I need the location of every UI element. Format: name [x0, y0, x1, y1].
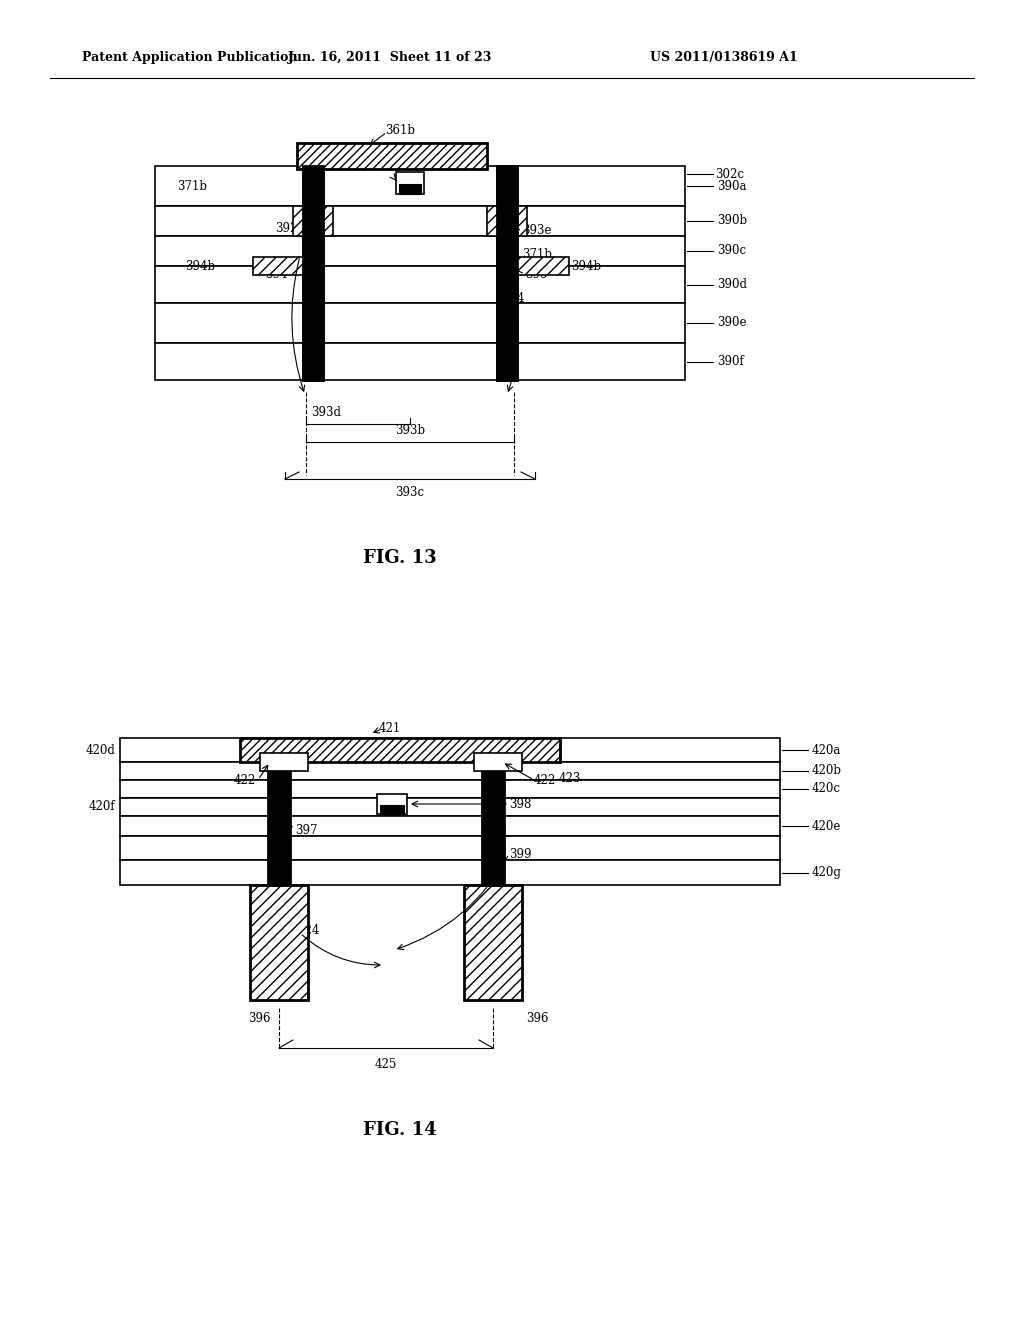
Text: 390b: 390b	[717, 214, 748, 227]
Bar	[517, 257, 569, 275]
Bar	[399, 183, 421, 194]
Text: 395: 395	[525, 268, 548, 281]
Bar	[380, 805, 404, 814]
Text: 394: 394	[502, 292, 524, 305]
Bar	[396, 172, 424, 194]
Text: 420e: 420e	[812, 820, 842, 833]
Text: 394b: 394b	[185, 260, 215, 272]
Bar	[155, 304, 685, 343]
Text: 397: 397	[295, 824, 317, 837]
Text: 394b: 394b	[571, 260, 601, 272]
Text: 425: 425	[375, 1057, 397, 1071]
Text: 390c: 390c	[717, 244, 746, 257]
Bar	[260, 752, 308, 771]
Text: 391: 391	[369, 161, 391, 173]
Bar	[155, 236, 685, 267]
Text: 422: 422	[534, 775, 556, 788]
Text: 390e: 390e	[717, 317, 746, 330]
Bar	[155, 166, 685, 206]
Bar	[482, 738, 504, 884]
Bar	[120, 780, 780, 799]
Text: 396: 396	[248, 1011, 270, 1024]
Text: 390f: 390f	[717, 355, 743, 368]
Text: US 2011/0138619 A1: US 2011/0138619 A1	[650, 51, 798, 65]
Text: 393d: 393d	[311, 405, 341, 418]
Text: FIG. 13: FIG. 13	[364, 549, 437, 568]
Bar	[155, 267, 685, 304]
Text: 393e: 393e	[522, 224, 552, 238]
Text: 420d: 420d	[85, 743, 115, 756]
Text: 399: 399	[509, 847, 531, 861]
Bar	[155, 343, 685, 380]
Bar	[155, 206, 685, 236]
Bar	[250, 884, 308, 1001]
Text: 420c: 420c	[812, 783, 841, 796]
Bar	[120, 762, 780, 780]
Text: FIG. 14: FIG. 14	[364, 1121, 437, 1139]
Text: 398: 398	[509, 797, 531, 810]
Bar	[497, 166, 517, 380]
Bar	[268, 738, 290, 884]
Text: 421: 421	[379, 722, 401, 734]
Bar	[120, 816, 780, 836]
Text: 390a: 390a	[717, 180, 746, 193]
Text: 424: 424	[298, 924, 321, 936]
Text: 420b: 420b	[812, 764, 842, 777]
Text: 302c: 302c	[715, 168, 744, 181]
Bar	[497, 166, 517, 380]
Text: 420f: 420f	[88, 800, 115, 813]
Text: 392: 392	[275, 222, 298, 235]
Bar	[303, 166, 323, 380]
Bar	[464, 884, 522, 1001]
Bar	[120, 738, 780, 762]
Text: Jun. 16, 2011  Sheet 11 of 23: Jun. 16, 2011 Sheet 11 of 23	[288, 51, 493, 65]
Text: 394: 394	[265, 268, 288, 281]
Text: 420a: 420a	[812, 743, 842, 756]
Bar	[293, 206, 333, 236]
Bar	[120, 861, 780, 884]
Bar	[377, 795, 407, 814]
Text: 390d: 390d	[717, 279, 746, 290]
Bar	[120, 836, 780, 861]
Text: 393c: 393c	[395, 487, 425, 499]
Text: 423: 423	[559, 772, 582, 785]
Text: 393b: 393b	[395, 424, 425, 437]
Bar	[303, 166, 323, 380]
Bar	[253, 257, 305, 275]
Text: 422: 422	[233, 775, 256, 788]
Bar	[240, 738, 560, 762]
Text: 371b: 371b	[522, 248, 552, 260]
Text: 361b: 361b	[385, 124, 415, 136]
Bar	[474, 752, 522, 771]
Text: 396: 396	[525, 1011, 548, 1024]
Text: 420g: 420g	[812, 866, 842, 879]
Bar	[487, 206, 527, 236]
Text: 371b: 371b	[177, 180, 207, 193]
Bar	[297, 143, 487, 169]
Bar	[120, 799, 780, 816]
Text: Patent Application Publication: Patent Application Publication	[82, 51, 298, 65]
